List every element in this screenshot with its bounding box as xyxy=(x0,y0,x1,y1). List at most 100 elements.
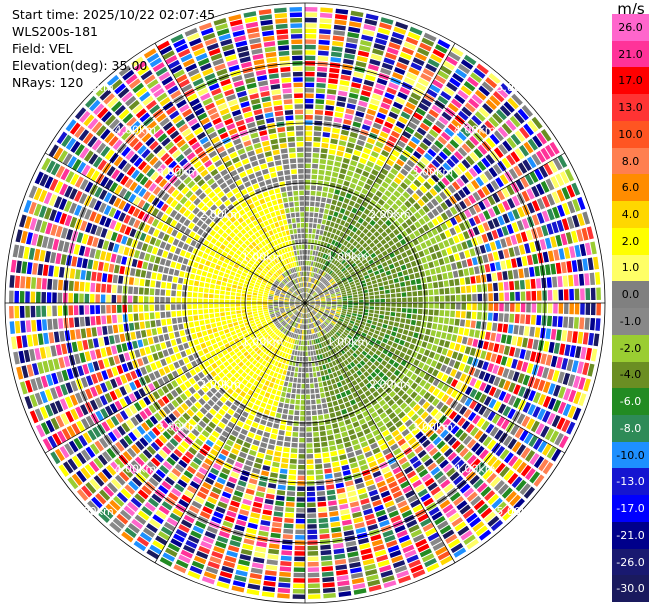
velocity-gate xyxy=(384,355,391,362)
velocity-gate xyxy=(392,560,406,569)
velocity-gate xyxy=(379,22,392,30)
velocity-gate xyxy=(287,365,292,371)
velocity-gate xyxy=(330,336,335,342)
velocity-gate xyxy=(412,291,418,297)
velocity-gate xyxy=(307,529,318,535)
velocity-gate xyxy=(410,529,423,538)
velocity-gate xyxy=(368,173,377,181)
velocity-gate xyxy=(556,417,566,430)
velocity-gate xyxy=(472,226,480,236)
velocity-gate xyxy=(291,437,298,443)
velocity-gate xyxy=(350,318,356,322)
velocity-gate xyxy=(393,190,401,198)
velocity-gate xyxy=(435,120,446,130)
velocity-gate xyxy=(318,34,331,40)
velocity-gate xyxy=(333,274,338,279)
velocity-gate xyxy=(336,393,342,400)
velocity-gate xyxy=(331,360,337,366)
velocity-gate xyxy=(491,413,501,424)
velocity-gate xyxy=(404,200,412,208)
velocity-gate xyxy=(335,229,341,236)
velocity-gate xyxy=(372,245,378,252)
velocity-gate xyxy=(407,494,418,504)
velocity-gate xyxy=(507,270,514,280)
velocity-gate xyxy=(545,328,552,340)
velocity-gate xyxy=(178,323,184,330)
velocity-gate xyxy=(537,393,547,406)
velocity-gate xyxy=(236,313,242,318)
velocity-gate xyxy=(265,564,278,571)
velocity-gate xyxy=(289,458,297,464)
velocity-gate xyxy=(385,227,392,235)
velocity-gate xyxy=(409,232,416,240)
velocity-gate xyxy=(459,373,467,382)
velocity-gate xyxy=(307,583,320,589)
velocity-gate xyxy=(333,117,343,124)
velocity-gate xyxy=(476,417,486,428)
velocity-gate xyxy=(379,257,386,263)
velocity-gate xyxy=(386,158,395,167)
velocity-gate xyxy=(302,351,305,356)
velocity-gate xyxy=(414,484,426,493)
velocity-gate xyxy=(424,558,437,568)
velocity-gate xyxy=(318,257,322,263)
velocity-gate xyxy=(414,326,421,333)
velocity-gate xyxy=(362,242,368,249)
velocity-gate xyxy=(388,154,398,162)
velocity-gate xyxy=(469,329,475,337)
velocity-gate xyxy=(473,499,485,511)
velocity-gate xyxy=(492,112,504,124)
velocity-gate xyxy=(422,522,435,532)
velocity-gate xyxy=(327,500,337,506)
velocity-gate xyxy=(302,362,305,367)
velocity-gate xyxy=(302,356,305,362)
velocity-gate xyxy=(433,353,441,361)
velocity-gate xyxy=(326,275,331,280)
velocity-gate xyxy=(95,348,102,359)
velocity-gate xyxy=(450,425,460,435)
velocity-gate xyxy=(305,71,315,77)
velocity-gate xyxy=(385,476,396,484)
velocity-gate xyxy=(210,350,217,357)
velocity-gate xyxy=(319,270,324,275)
velocity-gate xyxy=(259,390,266,396)
velocity-gate xyxy=(380,102,391,110)
velocity-gate xyxy=(315,469,323,475)
velocity-gate xyxy=(400,402,408,410)
velocity-gate xyxy=(489,133,500,145)
velocity-gate xyxy=(401,346,408,353)
velocity-gate xyxy=(330,291,335,295)
velocity-gate xyxy=(342,233,348,240)
velocity-gate xyxy=(338,386,345,393)
velocity-gate xyxy=(347,394,354,401)
velocity-gate xyxy=(359,95,370,103)
velocity-gate xyxy=(409,224,417,232)
velocity-gate xyxy=(488,374,496,385)
velocity-gate xyxy=(381,181,389,189)
velocity-gate xyxy=(326,305,331,307)
velocity-gate xyxy=(478,370,486,380)
velocity-gate xyxy=(278,430,285,436)
velocity-gate xyxy=(329,257,334,262)
velocity-gate xyxy=(320,277,325,282)
velocity-gate xyxy=(310,304,315,306)
velocity-gate xyxy=(80,328,87,339)
velocity-gate xyxy=(464,386,473,396)
velocity-gate xyxy=(298,448,305,454)
velocity-gate xyxy=(274,395,280,402)
velocity-gate xyxy=(352,327,358,332)
velocity-gate xyxy=(371,169,379,176)
velocity-gate xyxy=(285,431,292,437)
velocity-gate xyxy=(329,288,334,292)
velocity-gate xyxy=(256,486,266,493)
velocity-gate xyxy=(339,343,345,348)
velocity-gate xyxy=(58,318,64,329)
velocity-gate xyxy=(193,315,199,321)
velocity-gate xyxy=(500,334,507,344)
velocity-gate xyxy=(405,101,416,111)
velocity-gate xyxy=(532,339,539,350)
velocity-gate xyxy=(546,193,556,206)
velocity-gate xyxy=(337,224,343,231)
velocity-gate xyxy=(448,359,456,367)
velocity-gate xyxy=(305,136,312,142)
